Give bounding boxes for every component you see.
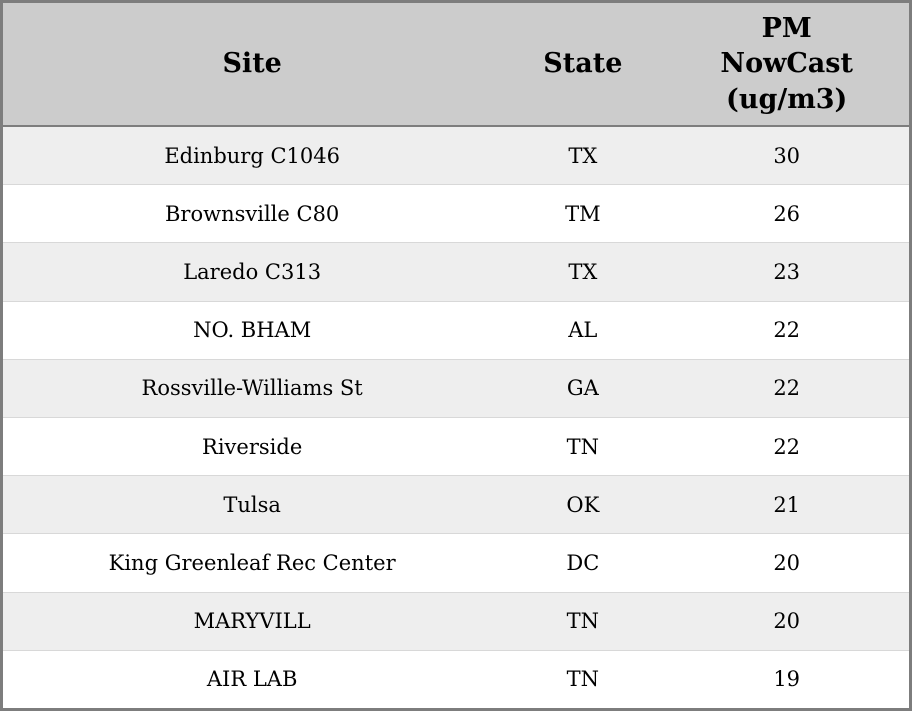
pm-nowcast-cell: 21 — [664, 475, 909, 534]
site-cell: Laredo C313 — [3, 242, 502, 302]
site-cell: Riverside — [3, 416, 502, 476]
pm-nowcast-cell: 19 — [664, 649, 909, 708]
table-body: Edinburg C1046 TX 30 Brownsville C80 TM 26 Lar… — [3, 126, 909, 708]
site-cell: Tulsa — [3, 475, 502, 534]
pm-nowcast-cell: 20 — [664, 533, 909, 593]
site-cell: King Greenleaf Rec Center — [3, 533, 502, 593]
state-cell: TN — [501, 591, 665, 651]
pm-nowcast-cell: 22 — [664, 300, 909, 360]
site-cell: MARYVILL — [3, 591, 502, 651]
site-cell: Edinburg C1046 — [3, 126, 502, 185]
table-row: Edinburg C1046 TX 30 — [3, 126, 909, 185]
data-table: Site State PM NowCast (ug/m3) Edinburg C… — [3, 3, 909, 708]
pm-nowcast-cell: 20 — [664, 591, 909, 651]
column-header-state-label: State — [543, 48, 623, 80]
state-cell: TN — [501, 416, 665, 476]
state-cell: TX — [501, 126, 665, 185]
site-cell: AIR LAB — [3, 649, 502, 708]
column-header-pm-nowcast-label: PM NowCast (ug/m3) — [720, 13, 853, 115]
table-row: Brownsville C80 TM 26 — [3, 184, 909, 243]
state-cell: DC — [501, 533, 665, 593]
table-row: NO. BHAM AL 22 — [3, 300, 909, 360]
column-header-state: State — [501, 3, 665, 127]
table-row: Tulsa OK 21 — [3, 475, 909, 534]
pm-nowcast-cell: 22 — [664, 416, 909, 476]
site-cell: Brownsville C80 — [3, 184, 502, 243]
column-header-site-label: Site — [222, 48, 282, 80]
header-row: Site State PM NowCast (ug/m3) — [3, 3, 909, 127]
pm-nowcast-cell: 23 — [664, 242, 909, 302]
site-cell: NO. BHAM — [3, 300, 502, 360]
state-cell: GA — [501, 358, 665, 418]
column-header-site: Site — [3, 3, 502, 127]
site-cell: Rossville-Williams St — [3, 358, 502, 418]
state-cell: TM — [501, 184, 665, 243]
column-header-pm-nowcast: PM NowCast (ug/m3) — [664, 3, 909, 127]
table-row: Rossville-Williams St GA 22 — [3, 358, 909, 418]
state-cell: OK — [501, 475, 665, 534]
table-row: Riverside TN 22 — [3, 416, 909, 476]
table-header: Site State PM NowCast (ug/m3) — [3, 3, 909, 127]
state-cell: AL — [501, 300, 665, 360]
state-cell: TX — [501, 242, 665, 302]
pm-nowcast-cell: 30 — [664, 126, 909, 185]
table-row: AIR LAB TN 19 — [3, 649, 909, 708]
pm-nowcast-cell: 26 — [664, 184, 909, 243]
pm-nowcast-cell: 22 — [664, 358, 909, 418]
table-row: King Greenleaf Rec Center DC 20 — [3, 533, 909, 593]
state-cell: TN — [501, 649, 665, 708]
table-row: MARYVILL TN 20 — [3, 591, 909, 651]
table-row: Laredo C313 TX 23 — [3, 242, 909, 302]
